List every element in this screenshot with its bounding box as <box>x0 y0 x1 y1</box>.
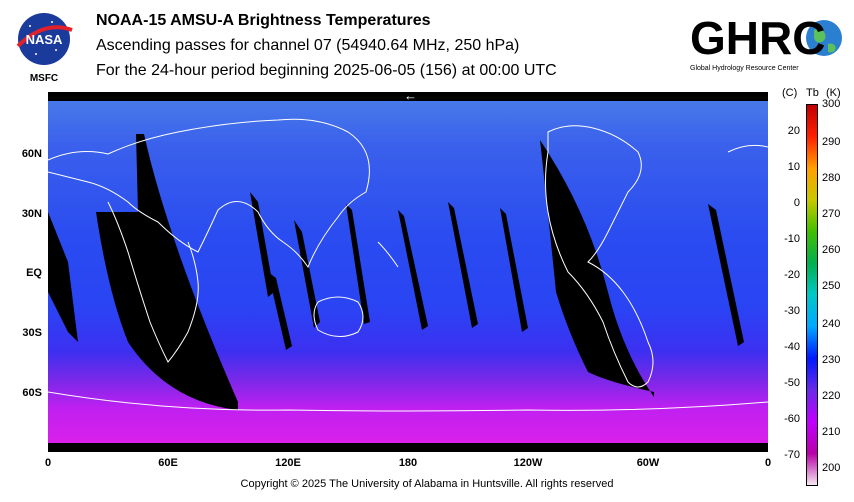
msfc-label: MSFC <box>29 73 59 84</box>
lat-label-60n: 60N <box>21 148 42 160</box>
colorbar-celsius-tick: -70 <box>784 449 800 461</box>
colorbar-celsius-tick: -50 <box>784 377 800 389</box>
colorbar-celsius-tick: -60 <box>784 413 800 425</box>
brightness-temperature-map <box>47 92 769 452</box>
colorbar-celsius-tick: -40 <box>784 341 800 353</box>
colorbar <box>806 104 818 486</box>
colorbar-kelvin-tick: 270 <box>822 208 841 220</box>
colorbar-celsius-tick: 10 <box>787 161 800 173</box>
colorbar-header-kelvin: (K) <box>826 87 841 99</box>
lat-label-30n: 30N <box>21 208 42 220</box>
bottom-no-data-band <box>48 443 768 452</box>
nasa-logo: NASA MSFC <box>12 10 76 84</box>
map-arrow: ← <box>404 88 417 103</box>
colorbar-kelvin-tick: 240 <box>822 318 841 330</box>
lon-label-180: 180 <box>398 457 418 469</box>
ghrc-globe-icon: GHRC Global Hydrology Resource Center <box>690 12 842 72</box>
colorbar-kelvin-tick: 250 <box>822 280 841 292</box>
lon-label-60e: 60E <box>158 457 178 469</box>
map-panel: ← <box>47 88 769 452</box>
lon-label-120w: 120W <box>513 457 543 469</box>
lat-label-30s: 30S <box>22 327 42 339</box>
lon-label-120e: 120E <box>275 457 301 469</box>
lon-label-0-right: 0 <box>764 457 772 469</box>
colorbar-kelvin-tick: 220 <box>822 390 841 402</box>
colorbar-celsius-tick: -10 <box>784 233 800 245</box>
colorbar-kelvin-tick: 260 <box>822 244 841 256</box>
colorbar-celsius-tick: 20 <box>787 125 800 137</box>
lat-label-60s: 60S <box>22 387 42 399</box>
data-gap-africa <box>96 134 238 410</box>
nasa-meatball-icon: NASA <box>16 13 73 65</box>
colorbar-kelvin-tick: 290 <box>822 136 841 148</box>
nasa-text: NASA <box>26 32 63 47</box>
lon-label-0-left: 0 <box>44 457 52 469</box>
colorbar-kelvin-tick: 280 <box>822 172 841 184</box>
data-gap-americas <box>540 140 654 397</box>
ghrc-subtitle: Global Hydrology Resource Center <box>690 65 799 72</box>
top-no-data-band <box>48 92 768 101</box>
orbit-gap-stripes <box>250 192 744 350</box>
ghrc-logo: GHRC Global Hydrology Resource Center <box>688 10 848 80</box>
lat-label-eq: EQ <box>26 267 42 279</box>
colorbar-celsius-tick: -30 <box>784 305 800 317</box>
subtitle-period: For the 24-hour period beginning 2025-06… <box>96 62 557 79</box>
colorbar-celsius-tick: 0 <box>793 197 800 209</box>
subtitle-channel: Ascending passes for channel 07 (54940.6… <box>96 37 520 54</box>
colorbar-kelvin-tick: 230 <box>822 354 841 366</box>
colorbar-kelvin-tick: 300 <box>822 98 841 110</box>
colorbar-header-celsius: (C) <box>782 87 798 99</box>
page-title: NOAA-15 AMSU-A Brightness Temperatures <box>96 12 431 29</box>
data-gap-west <box>48 212 78 342</box>
colorbar-kelvin-tick: 210 <box>822 426 841 438</box>
lon-label-60w: 60W <box>636 457 660 469</box>
colorbar-header-tb: Tb <box>806 87 819 99</box>
ghrc-text: GHRC <box>690 12 825 64</box>
colorbar-celsius-tick: -20 <box>784 269 800 281</box>
copyright-footer: Copyright © 2025 The University of Alaba… <box>240 478 614 490</box>
colorbar-kelvin-tick: 200 <box>822 462 841 474</box>
coastlines <box>47 118 769 412</box>
